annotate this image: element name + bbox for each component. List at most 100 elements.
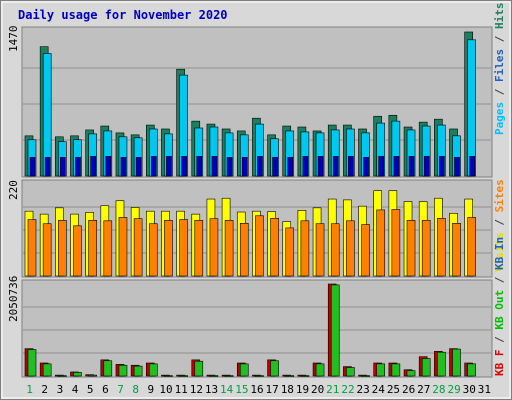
plot-area-kb: [21, 279, 493, 378]
hits-files-pages-panel: 1470 Pages / Files / Hits: [7, 3, 506, 178]
bar-pages-day-10: [166, 156, 172, 177]
bar-kb-out-day-30: [467, 363, 476, 377]
kb-panel: 2050736 KB F / KB Out / KB In: [7, 237, 506, 378]
axis-label-part: /: [493, 82, 506, 102]
day-label: 24: [372, 383, 386, 396]
day-label: 3: [57, 383, 64, 396]
bar-pages-day-12: [196, 156, 203, 177]
bar-sites-day-9: [148, 223, 158, 277]
bar-pages-day-19: [302, 156, 309, 177]
bar-sites-day-10: [164, 220, 173, 277]
day-label: 25: [387, 383, 400, 396]
bar-kb-out-day-25: [391, 363, 401, 377]
bar-kb-out-day-6: [103, 360, 113, 377]
bar-pages-day-24: [378, 156, 385, 177]
day-label: 19: [296, 383, 309, 396]
bar-sites-day-3: [58, 220, 67, 277]
bars-kb: [24, 283, 476, 377]
bar-kb-out-day-17: [270, 360, 279, 377]
axis-label-part: /: [493, 29, 506, 49]
bar-pages-day-1: [29, 157, 36, 177]
bar-sites-day-4: [73, 225, 82, 277]
day-label: 31: [478, 383, 491, 396]
axis-label-part: /: [493, 212, 506, 232]
day-label: 16: [250, 383, 263, 396]
bar-pages-day-5: [90, 156, 96, 177]
day-label: 10: [159, 383, 172, 396]
bar-kb-out-day-19: [300, 375, 310, 377]
day-label: 27: [417, 383, 430, 396]
ymax-label-kb: 2050736: [7, 276, 20, 322]
bar-kb-out-day-18: [285, 375, 295, 377]
bar-sites-day-24: [376, 209, 386, 277]
bar-sites-day-11: [179, 219, 188, 277]
bar-sites-day-26: [406, 220, 416, 277]
ymax-label-visits: 220: [7, 180, 20, 200]
bar-sites-day-13: [209, 218, 219, 277]
bar-kb-out-day-27: [421, 358, 431, 377]
visits-sites-panel: 220 Visits / Sites: [7, 179, 506, 278]
bar-sites-day-7: [118, 217, 128, 277]
day-label: 13: [205, 383, 218, 396]
axis-label-part: Sites: [493, 179, 506, 212]
day-label: 8: [132, 383, 139, 396]
day-label: 9: [148, 383, 155, 396]
day-label: 21: [326, 383, 339, 396]
day-label: 15: [235, 383, 248, 396]
bar-sites-day-20: [315, 223, 325, 277]
axis-label-part: Hits: [493, 3, 506, 30]
bar-kb-out-day-28: [437, 351, 446, 377]
x-axis-day-labels: 1 2 3 4 5 6 7 8 9 10 11 12 13 14 15 16 17 18 19 20 21 22 23 24 2…: [26, 383, 491, 396]
bar-sites-day-27: [421, 220, 431, 277]
bar-pages-day-26: [408, 156, 415, 177]
bar-sites-day-21: [330, 223, 340, 277]
day-label: 11: [175, 383, 188, 396]
bar-pages-day-22: [348, 156, 354, 177]
bar-pages-day-7: [120, 157, 127, 177]
axis-label-part: KB F: [493, 350, 506, 377]
day-label: 20: [311, 383, 324, 396]
bar-kb-out-day-14: [224, 375, 234, 377]
bar-kb-out-day-20: [315, 363, 325, 377]
bar-pages-day-27: [423, 156, 430, 177]
axis-label-part: KB Out: [493, 290, 506, 330]
bar-kb-out-day-21: [330, 284, 340, 377]
bar-sites-day-2: [42, 223, 52, 277]
axis-label-part: KB In: [493, 237, 506, 270]
bar-kb-out-day-24: [376, 363, 386, 377]
bar-sites-day-14: [224, 220, 234, 277]
day-label: 29: [447, 383, 460, 396]
axis-label-part: Pages: [493, 102, 506, 135]
bar-kb-out-day-2: [42, 363, 52, 377]
bar-sites-day-30: [467, 217, 476, 277]
bar-kb-out-day-8: [133, 365, 143, 377]
chart-title: Daily usage for November 2020: [18, 8, 228, 22]
bar-kb-out-day-13: [209, 375, 219, 377]
bar-pages-day-15: [241, 157, 248, 177]
day-label: 23: [357, 383, 370, 396]
axis-label-hits: Pages / Files / Hits: [493, 3, 506, 136]
bar-pages-day-6: [105, 156, 112, 177]
axis-label-part: /: [493, 270, 506, 290]
day-label: 26: [402, 383, 415, 396]
bar-pages-day-23: [363, 157, 369, 177]
day-label: 18: [281, 383, 294, 396]
day-label: 14: [220, 383, 234, 396]
bar-pages-day-14: [226, 157, 233, 177]
bar-pages-day-4: [75, 157, 81, 177]
bar-sites-day-23: [361, 224, 370, 277]
bars-visits: [24, 190, 476, 277]
axis-label-visits: Visits / Sites: [493, 179, 506, 272]
bar-pages-day-30: [469, 156, 475, 177]
bars-hits: [24, 31, 476, 177]
bar-pages-day-11: [181, 156, 187, 177]
bar-kb-out-day-5: [88, 374, 97, 377]
bar-kb-out-day-9: [148, 363, 158, 377]
bar-pages-day-3: [60, 157, 66, 177]
bar-kb-out-day-7: [118, 364, 128, 377]
axis-label-part: /: [493, 330, 506, 350]
day-label: 12: [190, 383, 203, 396]
axis-label-part: Visits: [493, 232, 506, 272]
